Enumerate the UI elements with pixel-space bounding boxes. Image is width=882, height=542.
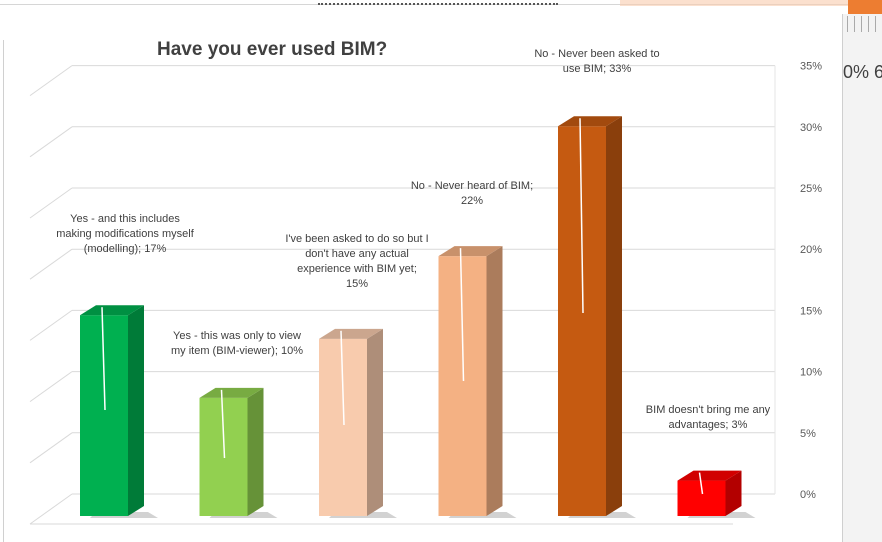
gridline-depth [29, 248, 73, 280]
y-tick-label: 5% [800, 428, 816, 440]
bar [80, 305, 158, 518]
data-label-line: making modifications myself [56, 228, 194, 240]
top-dotted-text-remnant [318, 0, 558, 5]
gridline-depth [29, 126, 73, 158]
gridline-depth [29, 65, 73, 97]
bar [319, 328, 397, 518]
bar [438, 246, 517, 518]
label-leader-line [579, 118, 584, 314]
bar-top [558, 116, 622, 127]
y-tick-label: 10% [800, 367, 822, 379]
label-leader-line [698, 472, 704, 495]
orange-tab [848, 0, 882, 14]
label-leader-line [459, 248, 465, 382]
data-label: I've been asked to do so but I don't have… [285, 233, 428, 290]
peach-strip [620, 0, 848, 6]
bar-top [438, 246, 503, 257]
y-tick-label: 35% [800, 61, 822, 73]
chart-gridlines [29, 65, 776, 525]
bar-top [319, 328, 383, 339]
window-top-strip [0, 0, 882, 5]
data-label: Yes - and this includes making modificati… [56, 213, 194, 255]
data-label-line: 22% [461, 195, 483, 207]
adjacent-slide-text: 0% 6 [843, 62, 882, 82]
label-leader-line [340, 330, 345, 426]
bar-front [558, 126, 606, 517]
gridline-depth [29, 493, 73, 525]
data-label-line: my item (BIM-viewer); 10% [171, 345, 303, 357]
data-label-line: Yes - this was only to view [173, 330, 301, 342]
data-label-line: Yes - and this includes [70, 213, 180, 225]
bar-front [319, 338, 367, 516]
bar [558, 116, 636, 518]
bar-side [128, 305, 144, 516]
slide-left-edge [3, 40, 4, 542]
bar-side [486, 246, 503, 516]
bar-side [247, 387, 264, 516]
bar-side [367, 328, 383, 516]
bar [199, 387, 278, 518]
gridline-depth [29, 309, 73, 341]
bar-side [606, 116, 622, 517]
bar-top [80, 305, 144, 316]
bar-front [199, 397, 248, 516]
bar-side [725, 470, 742, 516]
adjacent-slide-panel: 0% 6 [842, 14, 882, 542]
data-labels: Yes - and this includes making modificati… [56, 48, 770, 431]
data-label: No - Never been asked to use BIM; 33% [534, 48, 659, 75]
y-tick-label: 30% [800, 122, 822, 134]
data-label-line: don't have any actual [305, 248, 409, 260]
data-label-line: BIM doesn't bring me any [646, 404, 771, 416]
bar-front [80, 315, 128, 516]
data-label-line: (modelling); 17% [84, 243, 167, 255]
data-label: BIM doesn't bring me any advantages; 3% [646, 404, 771, 431]
data-label: Yes - this was only to view my item (BIM-… [171, 330, 303, 357]
bim-usage-chart: Have you ever used BIM? 0% 5% 10% 15% 20% 25%… [29, 39, 822, 525]
bar-front [438, 256, 487, 516]
y-axis-ticks: 0% 5% 10% 15% 20% 25% 30% 35% [800, 61, 822, 501]
ruler-ticks [847, 16, 882, 32]
data-label-line: No - Never heard of BIM; [411, 180, 533, 192]
chart-bars [80, 116, 756, 518]
data-label-line: 15% [346, 278, 368, 290]
y-tick-label: 25% [800, 183, 822, 195]
data-label-line: use BIM; 33% [563, 63, 632, 75]
y-tick-label: 15% [800, 305, 822, 317]
data-label-line: advantages; 3% [669, 419, 748, 431]
data-label-line: No - Never been asked to [534, 48, 659, 60]
y-tick-label: 20% [800, 244, 822, 256]
data-label: No - Never heard of BIM; 22% [411, 180, 533, 207]
label-leader-lines [101, 118, 704, 495]
gridline-depth [29, 432, 73, 464]
bar-top [677, 470, 742, 481]
data-label-line: experience with BIM yet; [297, 263, 417, 275]
bar-top [199, 387, 264, 398]
gridline-depth [29, 371, 73, 403]
data-label-line: I've been asked to do so but I [285, 233, 428, 245]
chart-title: Have you ever used BIM? [157, 39, 387, 60]
label-leader-line [220, 389, 226, 459]
label-leader-line [101, 307, 106, 411]
gridline-depth [29, 187, 73, 219]
y-tick-label: 0% [800, 489, 816, 501]
